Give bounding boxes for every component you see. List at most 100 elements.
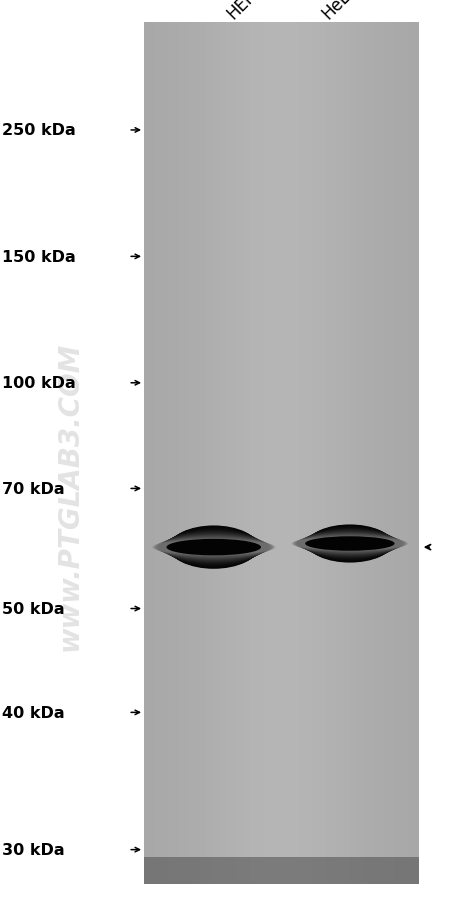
Text: 70 kDa: 70 kDa (2, 482, 65, 496)
Bar (281, 23, 285, 884)
Bar (185, 23, 189, 884)
Ellipse shape (161, 532, 266, 563)
Ellipse shape (153, 539, 274, 556)
Ellipse shape (167, 528, 260, 567)
Ellipse shape (154, 538, 274, 557)
Bar (151, 23, 154, 884)
Bar (220, 23, 223, 884)
Ellipse shape (156, 537, 271, 558)
Bar (209, 23, 213, 884)
Bar (171, 23, 175, 884)
Bar (178, 23, 182, 884)
Bar (285, 23, 288, 884)
Bar (381, 23, 384, 884)
Bar (408, 23, 412, 884)
Bar (199, 23, 202, 884)
Bar (364, 23, 367, 884)
Bar (247, 23, 250, 884)
Bar (216, 23, 220, 884)
Bar (315, 23, 319, 884)
Bar (261, 23, 264, 884)
Bar (212, 23, 216, 884)
Ellipse shape (160, 533, 267, 562)
Ellipse shape (303, 529, 396, 559)
Ellipse shape (159, 534, 268, 561)
Bar (274, 23, 278, 884)
Bar (326, 23, 329, 884)
Bar (398, 23, 401, 884)
Bar (295, 23, 298, 884)
Bar (168, 23, 171, 884)
Bar (367, 23, 370, 884)
Bar (195, 23, 199, 884)
Bar (161, 23, 165, 884)
Bar (329, 23, 333, 884)
Bar (267, 23, 271, 884)
Bar (292, 23, 295, 884)
Bar (257, 23, 261, 884)
Bar (144, 857, 419, 884)
Text: 250 kDa: 250 kDa (2, 124, 76, 138)
Text: 40 kDa: 40 kDa (2, 705, 65, 720)
Bar (243, 23, 247, 884)
Ellipse shape (295, 535, 405, 553)
Ellipse shape (169, 527, 259, 568)
Text: 50 kDa: 50 kDa (2, 602, 65, 616)
Bar (202, 23, 206, 884)
Bar (154, 23, 158, 884)
Bar (250, 23, 254, 884)
Bar (223, 23, 226, 884)
Bar (288, 23, 292, 884)
Ellipse shape (291, 538, 409, 550)
Bar (144, 23, 148, 884)
Bar (401, 23, 405, 884)
Ellipse shape (162, 532, 265, 563)
Ellipse shape (155, 538, 273, 557)
Bar (264, 23, 267, 884)
Bar (192, 23, 195, 884)
Bar (412, 23, 415, 884)
Text: 100 kDa: 100 kDa (2, 376, 76, 391)
Bar (158, 23, 161, 884)
Ellipse shape (298, 532, 401, 556)
Bar (377, 23, 381, 884)
Bar (309, 23, 312, 884)
Ellipse shape (304, 528, 396, 560)
Bar (340, 23, 343, 884)
Bar (189, 23, 192, 884)
Ellipse shape (307, 526, 392, 562)
Bar (323, 23, 326, 884)
Ellipse shape (296, 534, 404, 554)
Ellipse shape (166, 529, 261, 566)
Bar (353, 23, 357, 884)
Bar (237, 23, 240, 884)
Bar (395, 23, 398, 884)
Ellipse shape (306, 527, 394, 561)
Ellipse shape (305, 537, 395, 551)
Ellipse shape (152, 540, 276, 555)
Bar (305, 23, 309, 884)
Bar (254, 23, 257, 884)
Ellipse shape (164, 530, 263, 565)
Bar (357, 23, 360, 884)
Bar (333, 23, 336, 884)
Bar (298, 23, 302, 884)
Ellipse shape (302, 529, 398, 558)
Bar (312, 23, 315, 884)
Ellipse shape (305, 527, 395, 561)
Bar (350, 23, 353, 884)
Ellipse shape (299, 531, 400, 557)
Bar (148, 23, 151, 884)
Bar (206, 23, 209, 884)
Bar (319, 23, 323, 884)
Ellipse shape (166, 539, 261, 556)
Bar (387, 23, 391, 884)
Text: HeLa: HeLa (318, 0, 360, 23)
Bar (415, 23, 419, 884)
Ellipse shape (170, 526, 258, 569)
Bar (370, 23, 374, 884)
Bar (233, 23, 237, 884)
Ellipse shape (158, 535, 270, 560)
Ellipse shape (300, 530, 400, 557)
Bar (240, 23, 243, 884)
